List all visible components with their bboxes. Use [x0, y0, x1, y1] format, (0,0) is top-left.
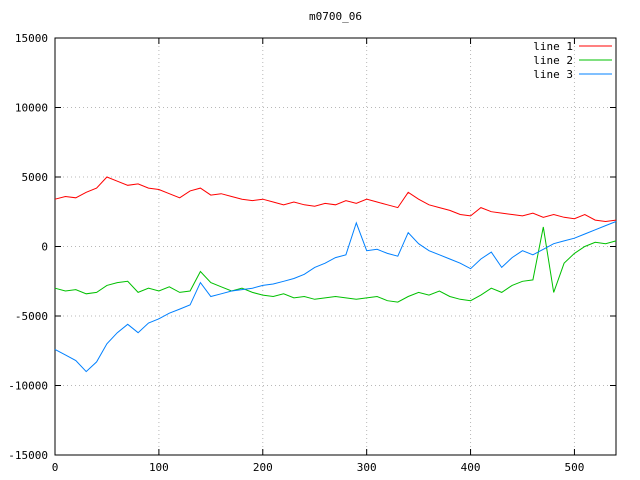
y-tick-label: -15000	[8, 449, 48, 462]
series-line-2	[54, 226, 617, 303]
plot-border	[54, 37, 617, 456]
x-tick-label: 100	[149, 461, 169, 474]
y-tick-label: -5000	[15, 310, 48, 323]
legend-label-1: line 1	[533, 40, 573, 53]
series-line-3	[54, 221, 617, 373]
x-tick-label: 300	[357, 461, 377, 474]
y-tick-label: -10000	[8, 380, 48, 393]
legend-label-2: line 2	[533, 54, 573, 67]
legend-label-3: line 3	[533, 68, 573, 81]
chart-title: m0700_06	[309, 10, 362, 23]
y-tick-label: 5000	[22, 171, 49, 184]
y-tick-label: 10000	[15, 102, 48, 115]
x-tick-label: 200	[253, 461, 273, 474]
x-tick-label: 0	[52, 461, 59, 474]
y-tick-label: 15000	[15, 32, 48, 45]
x-tick-label: 400	[461, 461, 481, 474]
x-tick-label: 500	[565, 461, 585, 474]
series-line-1	[54, 176, 617, 223]
y-tick-label: 0	[41, 241, 48, 254]
